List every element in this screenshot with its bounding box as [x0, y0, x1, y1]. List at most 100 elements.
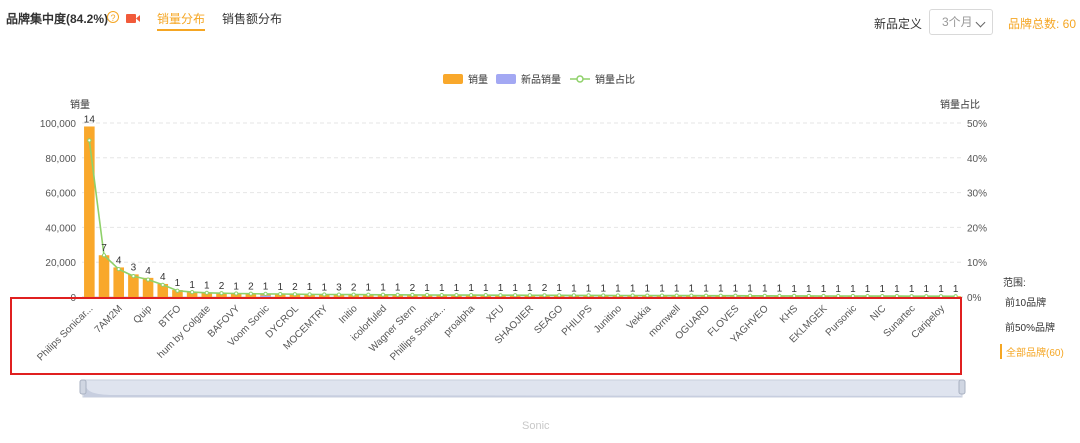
- sales-bar: [142, 277, 154, 297]
- share-point: [483, 293, 488, 298]
- sales-bar: [98, 255, 110, 297]
- bar-data-label: 1: [777, 284, 783, 295]
- x-tick-label: SHAOJIER: [493, 303, 536, 346]
- sales-bar: [509, 295, 521, 297]
- x-tick-label: Wagner Stern: [367, 303, 418, 354]
- sales-bar: [84, 126, 95, 297]
- video-camera-icon[interactable]: [126, 14, 140, 23]
- brand-total: 品牌总数: 60: [1008, 17, 1077, 31]
- share-point: [938, 294, 944, 299]
- sales-bar: [950, 296, 961, 297]
- share-point: [659, 293, 665, 298]
- sales-bar: [421, 294, 433, 297]
- slider-handle-left[interactable]: [79, 379, 87, 395]
- slider-track[interactable]: [82, 379, 963, 398]
- range-option-top10[interactable]: 前10品牌: [1005, 298, 1047, 309]
- bar-data-label: 1: [747, 284, 753, 295]
- period-select[interactable]: 3个月: [929, 9, 993, 35]
- bar-data-label: 4: [160, 272, 166, 283]
- sales-bar: [597, 295, 609, 297]
- x-tick-label: Initio: [337, 303, 360, 326]
- sales-bar: [921, 296, 932, 297]
- x-tick-label: icolorfuled: [349, 303, 389, 343]
- x-tick-label: mornwell: [647, 303, 683, 339]
- share-point: [322, 292, 327, 297]
- sales-bar: [876, 295, 888, 297]
- x-tick-label: NIC: [868, 303, 888, 323]
- bar-data-label: 1: [718, 284, 724, 295]
- share-point: [909, 294, 914, 299]
- sales-bar: [495, 295, 506, 297]
- share-point: [836, 293, 841, 299]
- sales-bar: [818, 295, 829, 297]
- legend-label-new-sales: 新品销量: [521, 73, 561, 86]
- question-circle-icon[interactable]: ?: [107, 11, 119, 23]
- share-point: [762, 293, 767, 298]
- chart-legend: 销量 新品销量 销量占比: [443, 73, 635, 86]
- sales-bar: [333, 294, 345, 297]
- bar-data-label: 4: [116, 255, 122, 266]
- x-tick-label: MOCEMTRY: [281, 303, 330, 352]
- share-point: [160, 282, 165, 287]
- sales-bar: [274, 293, 286, 297]
- share-point: [571, 293, 576, 298]
- data-zoom-slider[interactable]: [79, 379, 966, 398]
- range-option-all[interactable]: 全部品牌(60): [1000, 344, 1064, 359]
- bar-data-label: 1: [483, 283, 489, 294]
- bar-data-label: 1: [189, 280, 195, 291]
- bar-data-label: 1: [924, 284, 930, 295]
- bar-data-label: 1: [909, 284, 915, 295]
- share-point: [424, 292, 430, 298]
- share-point: [263, 291, 268, 296]
- x-tick-label: DYCROL: [264, 303, 302, 341]
- share-point: [439, 292, 444, 298]
- bar-data-label: 1: [894, 284, 900, 295]
- new-sales-bar: [260, 295, 271, 297]
- y-left-tick-label: 100,000: [40, 119, 77, 130]
- bar-data-label: 2: [410, 283, 416, 294]
- share-point: [292, 292, 298, 297]
- x-tick-label: proalpha: [442, 303, 478, 339]
- bar-data-label: 1: [850, 284, 856, 295]
- bar-data-label: 1: [615, 283, 621, 294]
- bar-data-label: 1: [233, 281, 239, 292]
- bar-data-label: 14: [84, 114, 96, 125]
- share-point: [733, 293, 738, 298]
- sales-bar: [304, 294, 315, 297]
- x-tick-label: PHILIPS: [560, 303, 595, 338]
- share-point: [395, 292, 400, 297]
- share-point: [674, 293, 679, 298]
- bar-data-label: 1: [175, 278, 181, 289]
- sales-bar: [377, 294, 389, 297]
- share-point: [204, 290, 209, 295]
- bar-data-label: 7: [101, 243, 107, 254]
- sales-bar: [847, 295, 859, 297]
- bar-data-label: 1: [600, 283, 606, 294]
- sales-bar: [671, 295, 682, 297]
- range-option-top50pct[interactable]: 前50%品牌: [1005, 323, 1056, 334]
- sales-bar: [172, 290, 183, 297]
- sales-bar: [656, 295, 668, 297]
- sales-bar: [363, 294, 374, 297]
- sales-bar: [407, 294, 418, 297]
- tab-sales-volume[interactable]: 销量分布: [157, 10, 206, 31]
- bar-data-label: 1: [762, 284, 768, 295]
- share-point: [234, 291, 239, 296]
- x-tick-label: YAGHVEO: [729, 303, 771, 345]
- sales-bar: [230, 293, 242, 297]
- sales-bar: [289, 294, 301, 297]
- y-axis-left-ticks: 100,000 80,000 60,000 40,000 20,000 0: [40, 119, 77, 304]
- bar-data-label: 1: [821, 284, 827, 295]
- bar-data-label: 1: [733, 284, 739, 295]
- share-point: [454, 292, 459, 298]
- slider-handle-right[interactable]: [958, 379, 966, 395]
- chevron-down-icon: [975, 17, 986, 28]
- tab-sales-amount[interactable]: 销售额分布: [222, 12, 283, 26]
- share-point: [601, 293, 606, 298]
- bar-data-label: 1: [380, 283, 386, 294]
- y-left-tick-label: 80,000: [45, 154, 76, 165]
- bar-data-label: 3: [336, 282, 342, 293]
- slider-label: Sonic: [522, 420, 550, 432]
